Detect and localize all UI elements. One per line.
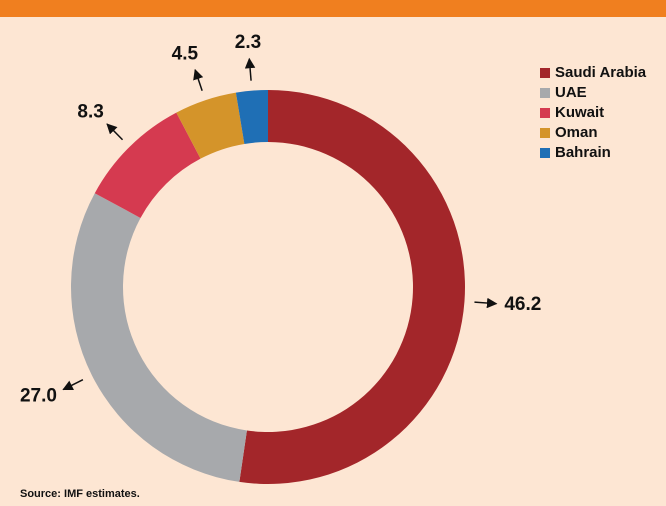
label-arrow: [193, 68, 204, 91]
legend-label: Oman: [555, 124, 598, 141]
donut-segment: [94, 112, 201, 218]
legend-label: Saudi Arabia: [555, 64, 647, 81]
label-arrow: [62, 379, 84, 391]
data-label: 27.0: [20, 386, 57, 407]
legend-label: UAE: [555, 84, 587, 101]
legend-label: Kuwait: [555, 104, 604, 121]
legend-swatch: [540, 128, 550, 138]
legend-label: Bahrain: [555, 144, 611, 161]
source: Source: IMF estimates.: [20, 488, 140, 500]
data-label: 8.3: [77, 102, 103, 123]
label-arrow: [474, 297, 498, 309]
donut-segment: [71, 193, 247, 482]
legend-swatch: [540, 108, 550, 118]
donut-segment: [176, 92, 245, 159]
data-label: 46.2: [504, 294, 541, 315]
legend-swatch: [540, 68, 550, 78]
data-label: 4.5: [172, 44, 199, 65]
legend-swatch: [540, 88, 550, 98]
donut-segment: [235, 90, 268, 144]
data-label: 2.3: [235, 32, 261, 53]
label-arrow: [244, 57, 256, 81]
title-bar: [0, 0, 666, 17]
legend-swatch: [540, 148, 550, 158]
label-arrow: [106, 123, 124, 141]
donut-segment: [239, 90, 466, 484]
